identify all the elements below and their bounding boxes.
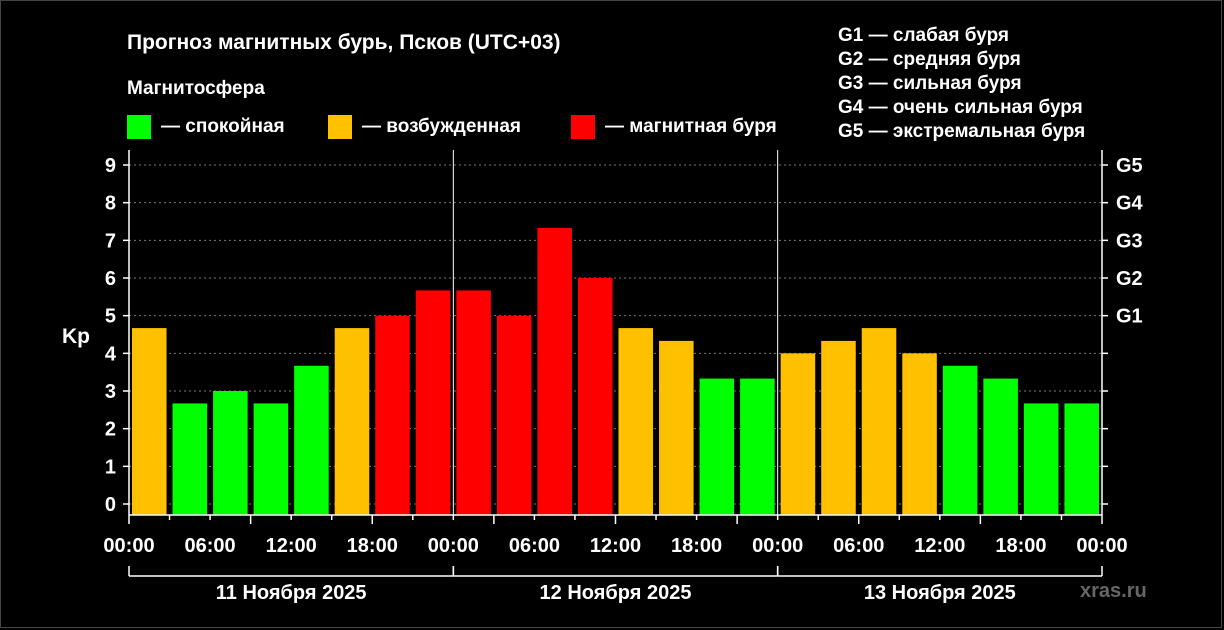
legend-item-calm: — спокойная — [127, 115, 285, 139]
y-tick-label: 9 — [105, 155, 116, 177]
legend-label-excited: — возбужденная — [362, 116, 522, 137]
y-tick-label: 0 — [105, 494, 116, 516]
bar — [375, 315, 410, 515]
bar — [496, 315, 532, 515]
g-legend-g3: G3 — сильная буря — [838, 73, 1022, 94]
bar — [294, 365, 329, 515]
bar — [213, 391, 248, 515]
y-tick-label: 3 — [105, 381, 116, 403]
bar — [821, 340, 856, 515]
g-legend-g2: G2 — средняя буря — [838, 49, 1021, 70]
g-tick-label: G3 — [1116, 230, 1143, 252]
legend-item-excited: — возбужденная — [328, 115, 521, 139]
g-legend-g5: G5 — экстремальная буря — [838, 121, 1086, 142]
legend-label-storm: — магнитная буря — [605, 116, 777, 137]
g-tick-label: G2 — [1116, 268, 1143, 290]
g-tick-label: G4 — [1116, 193, 1144, 215]
bar — [740, 378, 775, 515]
g-legend-g1: G1 — слабая буря — [838, 25, 1010, 46]
bar — [699, 378, 735, 515]
y-tick-label: 5 — [105, 306, 116, 328]
bar — [780, 353, 816, 515]
x-tick-label: 00:00 — [752, 535, 803, 557]
bar — [172, 403, 208, 515]
x-tick-label: 12:00 — [266, 535, 317, 557]
bar — [659, 340, 694, 515]
x-tick-label: 12:00 — [914, 535, 965, 557]
g-tick-label: G5 — [1116, 155, 1143, 177]
bar — [942, 365, 978, 515]
y-tick-label: 4 — [105, 343, 117, 365]
chart-title: Прогноз магнитных бурь, Псков (UTC+03) — [127, 31, 561, 54]
y-tick-label: 7 — [105, 230, 116, 252]
bar — [1064, 403, 1099, 515]
x-tick-label: 06:00 — [833, 535, 884, 557]
legend-label-calm: — спокойная — [161, 116, 285, 137]
bar — [253, 403, 289, 515]
bar — [1023, 403, 1059, 515]
bar — [983, 378, 1018, 515]
x-tick-label: 18:00 — [995, 535, 1046, 557]
x-tick-label: 00:00 — [1076, 535, 1127, 557]
x-tick-label: 18:00 — [671, 535, 722, 557]
y-tick-label: 1 — [105, 456, 116, 478]
bar — [902, 353, 937, 515]
bar — [456, 290, 491, 515]
x-tick-label: 00:00 — [428, 535, 479, 557]
bar — [132, 328, 167, 515]
x-tick-label: 06:00 — [185, 535, 236, 557]
x-tick-label: 12:00 — [590, 535, 641, 557]
bar — [861, 328, 897, 515]
day-label: 12 Ноября 2025 — [540, 582, 692, 604]
bar — [577, 278, 613, 515]
y-tick-label: 8 — [105, 193, 116, 215]
g-tick-label: G1 — [1116, 306, 1143, 328]
x-tick-label: 18:00 — [347, 535, 398, 557]
y-axis-label: Kp — [62, 325, 90, 348]
x-tick-label: 00:00 — [103, 535, 154, 557]
legend-swatch-excited — [328, 115, 352, 139]
bar — [334, 328, 370, 515]
watermark: xras.ru — [1080, 580, 1147, 602]
day-label: 13 Ноября 2025 — [864, 582, 1016, 604]
legend-swatch-calm — [127, 115, 151, 139]
bar — [537, 227, 572, 516]
y-tick-label: 2 — [105, 419, 116, 441]
g-scale-legend: G1 — слабая буря G2 — средняя буря G3 — … — [838, 24, 1085, 144]
legend-title: Магнитосфера — [127, 78, 265, 99]
y-tick-label: 6 — [105, 268, 116, 290]
bar — [618, 328, 654, 515]
legend-swatch-storm — [571, 115, 595, 139]
legend-item-storm: — магнитная буря — [571, 115, 777, 139]
bar — [415, 290, 451, 515]
x-tick-label: 06:00 — [509, 535, 560, 557]
day-label: 11 Ноября 2025 — [216, 582, 367, 604]
g-legend-g4: G4 — очень сильная буря — [838, 97, 1083, 118]
